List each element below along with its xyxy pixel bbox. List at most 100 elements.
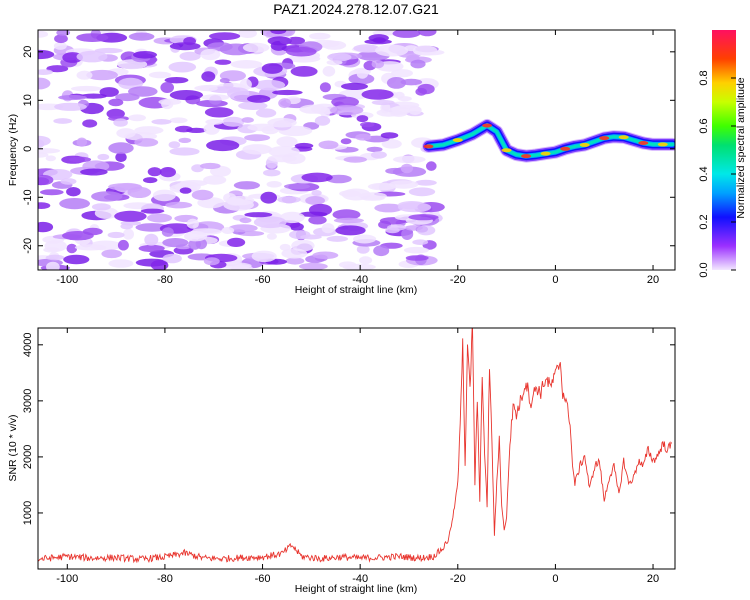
noise-blob — [375, 44, 409, 57]
noise-blob — [261, 63, 283, 74]
snr-y-axis: 1000 2000 3000 4000 — [22, 333, 675, 525]
noise-blob — [178, 137, 192, 143]
noise-blob — [222, 116, 245, 127]
noise-blob — [148, 71, 172, 79]
noise-blob — [244, 212, 273, 218]
noise-blob — [54, 34, 68, 44]
x-tick-label: -40 — [352, 274, 368, 286]
spectrogram-y-label: Frequency (Hz) — [7, 114, 19, 186]
noise-blob — [331, 96, 359, 108]
noise-blob — [165, 201, 193, 209]
noise-blob — [169, 90, 203, 101]
noise-blob — [162, 238, 189, 248]
noise-blob — [53, 41, 67, 50]
noise-blob — [140, 208, 165, 214]
noise-blob — [298, 211, 328, 217]
noise-blob — [261, 125, 279, 135]
noise-blob — [242, 144, 273, 155]
signal-trace-peak — [657, 142, 668, 147]
noise-blob — [286, 36, 306, 45]
noise-blob — [43, 247, 60, 253]
noise-blob — [203, 257, 220, 266]
noise-blob — [321, 223, 335, 234]
noise-blob — [135, 223, 169, 232]
noise-blob — [267, 117, 297, 128]
noise-blob — [360, 121, 375, 128]
noise-blob — [76, 70, 93, 80]
noise-blob — [353, 234, 377, 244]
noise-blob — [108, 183, 142, 191]
noise-blob — [244, 134, 271, 142]
noise-blob — [260, 191, 278, 204]
noise-blob — [128, 114, 146, 122]
noise-blob — [58, 94, 87, 101]
noise-blob — [289, 230, 311, 240]
colorbar-tick-label: 0.8 — [698, 70, 710, 85]
noise-blob — [80, 168, 108, 176]
noise-blob — [356, 115, 369, 123]
x-tick-label: 20 — [647, 573, 659, 585]
noise-blob — [108, 98, 124, 107]
noise-blob — [209, 32, 241, 40]
noise-blob — [168, 61, 197, 73]
noise-blob — [120, 223, 133, 230]
noise-blob — [143, 177, 158, 184]
noise-blob — [253, 216, 287, 229]
noise-blob — [38, 148, 61, 154]
noise-blob — [200, 48, 221, 61]
noise-blob — [286, 46, 317, 57]
signal-trace-peak — [501, 148, 512, 153]
colorbar-tick-label: 0.6 — [698, 118, 710, 133]
noise-blob — [82, 119, 98, 128]
noise-blob — [150, 260, 169, 270]
noise-blob — [38, 202, 51, 209]
colorbar-ticks: 0.0 0.2 0.4 0.6 0.8 — [698, 70, 736, 278]
snr-series-line — [38, 328, 673, 564]
signal-trace — [422, 119, 675, 163]
y-tick-label: 10 — [22, 94, 34, 106]
x-tick-label: -100 — [56, 573, 78, 585]
signal-trace-peak — [560, 146, 571, 151]
noise-blob — [86, 69, 118, 81]
x-tick-label: -80 — [157, 573, 173, 585]
noise-blob — [66, 187, 81, 197]
x-tick-label: -20 — [450, 274, 466, 286]
noise-blob — [238, 101, 268, 111]
noise-blob — [281, 248, 308, 259]
noise-blob — [318, 140, 339, 150]
y-tick-label: 1000 — [22, 501, 34, 525]
signal-trace-peak — [482, 123, 493, 128]
x-tick-label: -80 — [157, 274, 173, 286]
spectrogram-x-label: Height of straight line (km) — [295, 284, 418, 296]
noise-blob — [206, 139, 240, 152]
noise-blob — [290, 66, 318, 77]
noise-blob — [242, 42, 270, 53]
noise-blob — [408, 214, 439, 221]
noise-blob — [91, 191, 123, 202]
noise-blob — [68, 156, 92, 163]
noise-blob — [223, 199, 255, 211]
snr-y-label: SNR (10 * v/v) — [7, 414, 19, 481]
noise-blob — [355, 133, 372, 141]
noise-blob — [353, 44, 380, 53]
noise-blob — [108, 142, 134, 154]
noise-blob — [380, 132, 399, 139]
y-tick-label: 0 — [22, 146, 34, 152]
noise-blob — [333, 217, 364, 224]
noise-blob — [392, 30, 421, 38]
noise-blob — [113, 118, 128, 127]
noise-blob — [408, 105, 422, 115]
noise-blob — [201, 71, 216, 82]
noise-blob — [404, 225, 423, 231]
noise-blob — [74, 244, 107, 251]
noise-blob — [118, 77, 143, 90]
snr-x-axis: -100 -80 -60 -40 -20 0 20 — [56, 328, 659, 585]
y-tick-label: -20 — [22, 238, 34, 254]
snr-frame — [37, 327, 676, 570]
noise-blob — [233, 181, 260, 190]
noise-blob — [415, 87, 428, 96]
x-tick-label: -40 — [352, 573, 368, 585]
noise-blob — [374, 203, 403, 213]
colorbar-tick-label: 0.0 — [698, 262, 710, 277]
signal-trace-peak — [452, 138, 463, 143]
